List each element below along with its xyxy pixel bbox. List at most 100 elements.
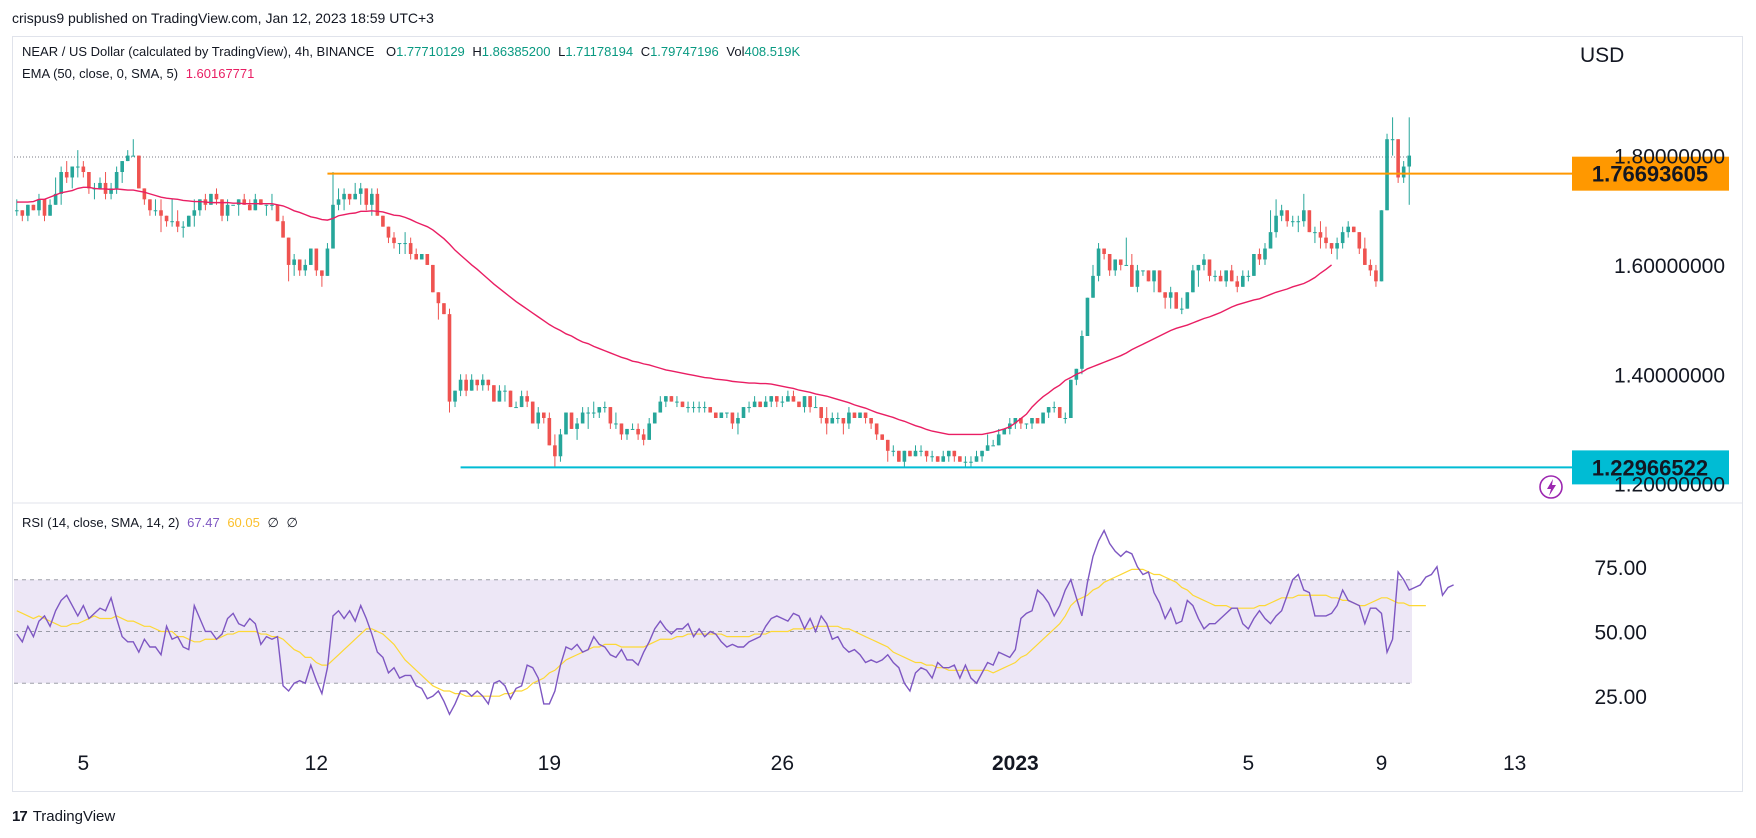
candle-body <box>342 193 346 200</box>
candle-body <box>647 423 652 440</box>
price-tick-label: 1.60000000 <box>1614 255 1725 278</box>
candle-body <box>247 204 252 211</box>
flash-icon <box>1539 475 1563 499</box>
ema-legend: EMA (50, close, 0, SMA, 5) 1.60167771 <box>22 66 258 81</box>
candle-body <box>469 379 474 391</box>
price-level-label-1: 1.22966522 <box>1592 455 1708 480</box>
candle-body <box>830 418 835 424</box>
candle-body <box>1368 264 1373 271</box>
candle-body <box>109 188 113 194</box>
currency-label: USD <box>1580 44 1624 67</box>
candle-body <box>137 155 141 189</box>
candle-body <box>303 264 308 271</box>
candle-body <box>1296 221 1301 223</box>
candle-body <box>1268 232 1273 249</box>
candle-body <box>370 193 374 205</box>
candle-body <box>963 461 968 463</box>
candle-body <box>186 215 191 227</box>
time-tick-label: 5 <box>1243 752 1255 775</box>
candle-body <box>874 423 879 435</box>
candle-body <box>553 445 557 457</box>
candle-body <box>1069 379 1073 418</box>
candle-body <box>325 248 330 276</box>
candle-body <box>1257 254 1262 260</box>
candle-body <box>1191 270 1195 293</box>
candle-body <box>503 390 507 392</box>
candle-body <box>1102 248 1106 254</box>
footer-brand: TradingView <box>32 808 116 825</box>
candle-body <box>425 254 430 265</box>
candle-body <box>891 450 896 452</box>
candle-body <box>652 412 657 424</box>
candle-body <box>958 456 962 462</box>
candle-body <box>98 182 102 189</box>
candle-body <box>1096 248 1101 276</box>
candle-body <box>1019 418 1023 424</box>
candle-body <box>81 166 86 172</box>
high-label: H <box>472 44 482 59</box>
candle-body <box>658 401 663 413</box>
candle-body <box>308 248 313 265</box>
candle-body <box>159 210 163 216</box>
candle-body <box>980 450 984 457</box>
candle-body <box>902 450 907 462</box>
candle-body <box>242 199 247 205</box>
candle-body <box>1113 259 1118 271</box>
candle-body <box>14 210 19 212</box>
candle-body <box>1379 210 1384 282</box>
candle-body <box>31 204 36 211</box>
candle-body <box>1085 297 1090 336</box>
candle-body <box>259 199 263 205</box>
candle-body <box>996 434 1001 446</box>
candle-body <box>381 215 385 227</box>
candle-body <box>1030 418 1034 424</box>
candle-body <box>719 412 724 418</box>
candle-body <box>386 226 391 238</box>
candle-body <box>597 407 602 413</box>
candle-body <box>480 379 485 386</box>
candle-body <box>292 259 296 265</box>
symbol-legend: NEAR / US Dollar (calculated by TradingV… <box>22 44 808 59</box>
candle-body <box>763 401 768 408</box>
candle-body <box>564 412 568 435</box>
candle-body <box>702 407 707 409</box>
candle-body <box>253 199 258 211</box>
close-label: C <box>640 44 651 59</box>
candle-body <box>541 412 546 418</box>
candle-body <box>26 204 30 216</box>
candle-body <box>1357 232 1362 249</box>
candle-body <box>591 412 596 414</box>
candle-body <box>1168 292 1173 298</box>
candle-body <box>431 264 435 293</box>
candle-body <box>75 166 80 168</box>
time-tick-label: 5 <box>78 752 90 775</box>
candle-body <box>514 407 518 409</box>
rsi-sma-value: 60.05 <box>227 515 260 530</box>
candle-body <box>713 412 718 418</box>
candle-body <box>419 254 424 260</box>
candle-body <box>930 456 934 458</box>
candle-body <box>869 418 873 424</box>
candle-body <box>120 161 124 172</box>
candle-body <box>1363 248 1367 265</box>
candle-body <box>314 248 319 271</box>
candle-body <box>297 259 302 271</box>
candle-body <box>358 188 363 194</box>
candle-body <box>1401 166 1406 178</box>
candle-body <box>686 407 690 409</box>
candle-body <box>1318 232 1323 238</box>
price-level-label-box-1 <box>1572 450 1729 485</box>
candle-body <box>680 401 685 408</box>
candle-body <box>630 428 635 430</box>
ema-label: EMA (50, close, 0, SMA, 5) <box>22 66 179 81</box>
candle-body <box>1024 423 1029 425</box>
candle-body <box>170 221 174 223</box>
candle-body <box>897 450 901 462</box>
candle-body <box>125 155 130 162</box>
candle-body <box>37 199 41 211</box>
candle-body <box>331 204 335 249</box>
candle-body <box>192 210 197 216</box>
candle-body <box>1152 270 1156 282</box>
candle-body <box>858 412 862 418</box>
